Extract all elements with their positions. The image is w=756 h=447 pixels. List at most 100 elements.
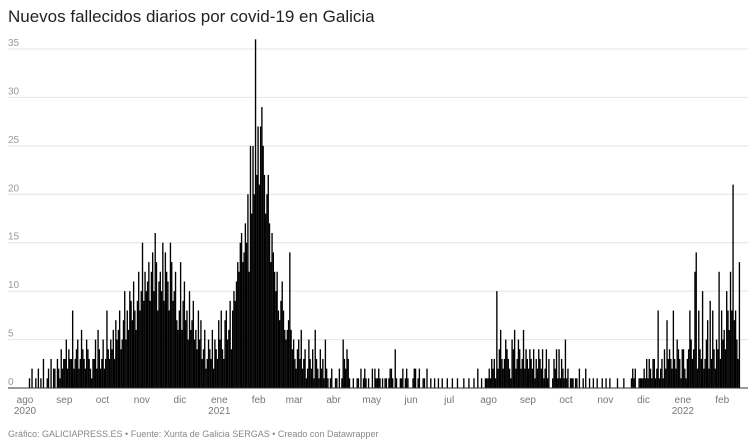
bar xyxy=(709,300,711,388)
bar xyxy=(687,349,690,388)
bar xyxy=(183,281,186,388)
bar xyxy=(172,300,174,388)
y-tick-label: 10 xyxy=(8,280,20,291)
bar xyxy=(82,349,84,388)
bar xyxy=(122,320,125,388)
bar xyxy=(313,378,315,388)
bar xyxy=(80,329,83,388)
bar xyxy=(648,358,650,388)
bar xyxy=(259,126,262,389)
bar xyxy=(268,223,271,388)
bar xyxy=(360,368,362,388)
bar xyxy=(198,339,201,388)
bar xyxy=(562,368,564,388)
bar xyxy=(630,378,633,388)
bar xyxy=(505,339,507,388)
bar xyxy=(314,329,316,388)
bar xyxy=(93,358,95,388)
bar xyxy=(233,291,235,388)
bar xyxy=(400,378,403,388)
bar xyxy=(526,358,528,388)
bar xyxy=(334,378,337,388)
bar xyxy=(446,378,448,388)
bar xyxy=(706,320,709,388)
bar xyxy=(99,368,102,388)
bar xyxy=(46,378,48,388)
bar xyxy=(493,358,495,388)
bar xyxy=(187,339,189,388)
bar xyxy=(177,329,179,388)
bar xyxy=(534,378,536,388)
bar xyxy=(65,339,67,388)
bar xyxy=(524,368,526,388)
bar xyxy=(729,271,732,388)
bar xyxy=(336,378,338,388)
y-tick-label: 5 xyxy=(8,329,14,340)
x-tick-label: ene xyxy=(211,395,228,406)
bar xyxy=(301,368,304,388)
bar xyxy=(298,339,300,388)
bar xyxy=(601,378,603,388)
bar xyxy=(364,368,366,388)
bar xyxy=(713,349,715,388)
bar xyxy=(296,349,299,388)
bar xyxy=(205,368,207,388)
bar xyxy=(52,368,55,388)
bar xyxy=(192,300,194,388)
bar xyxy=(54,368,56,388)
bar xyxy=(252,145,254,388)
bar xyxy=(486,378,488,388)
bar xyxy=(272,252,274,388)
bar xyxy=(541,349,544,388)
bar xyxy=(223,358,225,388)
bar xyxy=(212,368,215,388)
bar xyxy=(564,339,567,388)
y-tick-label: 20 xyxy=(8,183,20,194)
bar xyxy=(497,368,499,388)
bar xyxy=(723,329,725,388)
bar xyxy=(270,262,272,388)
bar xyxy=(381,378,384,388)
bar xyxy=(35,378,37,388)
bar xyxy=(211,329,214,388)
bar xyxy=(244,223,247,388)
bar xyxy=(291,349,294,388)
bar xyxy=(736,339,738,388)
bar xyxy=(59,378,61,388)
bar xyxy=(506,349,508,388)
x-tick-label: oct xyxy=(559,395,573,406)
bar xyxy=(201,358,203,388)
bar xyxy=(299,358,301,388)
bar xyxy=(245,242,248,388)
bar xyxy=(239,242,241,388)
bar xyxy=(727,310,729,388)
bar xyxy=(79,358,81,388)
bar xyxy=(178,310,181,388)
bar xyxy=(441,378,443,388)
bar xyxy=(633,378,635,388)
bar xyxy=(703,368,705,388)
bar xyxy=(230,349,233,388)
bar xyxy=(202,349,205,388)
bar xyxy=(696,368,699,388)
bar xyxy=(399,378,401,388)
bar xyxy=(511,339,513,388)
bar xyxy=(149,300,151,388)
bar xyxy=(530,358,532,388)
bar xyxy=(494,378,497,388)
bar xyxy=(98,349,101,388)
bar xyxy=(129,291,131,388)
bar xyxy=(188,291,191,388)
bar xyxy=(585,368,587,388)
bar xyxy=(318,378,320,388)
bar xyxy=(196,349,198,388)
bar xyxy=(407,378,409,388)
bar xyxy=(679,358,681,388)
bar xyxy=(150,271,153,388)
bar xyxy=(116,339,118,388)
bar xyxy=(522,329,525,388)
bar xyxy=(289,252,291,388)
bar xyxy=(639,378,642,388)
y-tick-label: 35 xyxy=(8,38,20,49)
bar xyxy=(304,349,306,388)
